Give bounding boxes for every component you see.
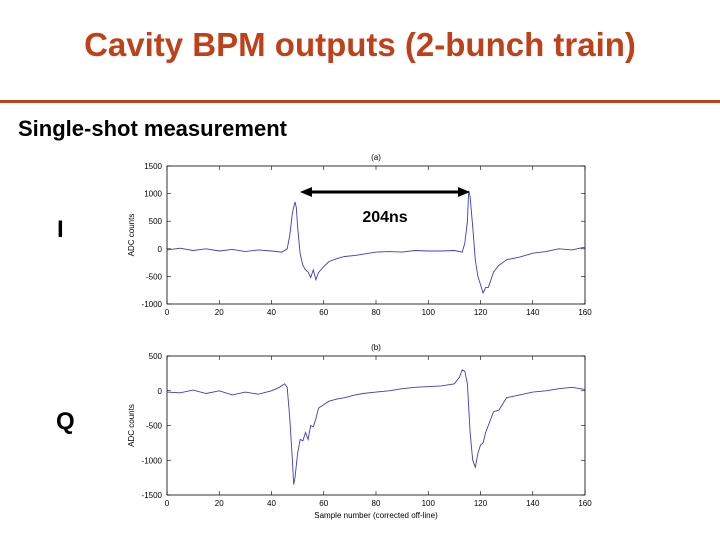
plot-frame-0 bbox=[166, 165, 586, 305]
y-tick-label-0: 1000 bbox=[144, 190, 162, 199]
series-line-1-0 bbox=[166, 369, 586, 485]
y-tick-label-0: -500 bbox=[146, 272, 163, 281]
x-tick-label-1: 0 bbox=[165, 499, 170, 508]
x-tick-label-1: 40 bbox=[267, 499, 276, 508]
x-tick-label-0: 140 bbox=[526, 308, 540, 317]
x-axis-label-1: Sample number (corrected off-line) bbox=[314, 511, 438, 520]
title-divider bbox=[0, 100, 720, 103]
x-tick-label-1: 160 bbox=[578, 499, 592, 508]
x-tick-label-1: 20 bbox=[215, 499, 224, 508]
x-tick-label-1: 80 bbox=[372, 499, 381, 508]
y-axis-label-1: ADC counts bbox=[127, 404, 136, 447]
slide-title: Cavity BPM outputs (2-bunch train) bbox=[84, 26, 636, 63]
interval-arrow-left-head bbox=[300, 187, 312, 197]
y-tick-label-1: 500 bbox=[149, 352, 163, 361]
interval-arrow-right-head bbox=[458, 187, 470, 197]
x-tick-label-1: 60 bbox=[319, 499, 328, 508]
x-tick-label-0: 0 bbox=[165, 308, 170, 317]
interval-annotation: 204ns bbox=[362, 209, 407, 226]
plot-frame-1 bbox=[166, 355, 586, 496]
y-tick-label-1: 0 bbox=[158, 387, 163, 396]
y-axis-label-0: ADC counts bbox=[127, 214, 136, 257]
x-tick-label-0: 160 bbox=[578, 308, 592, 317]
x-tick-label-0: 20 bbox=[215, 308, 224, 317]
series-line-0-0 bbox=[166, 190, 586, 295]
x-tick-label-1: 140 bbox=[526, 499, 540, 508]
x-tick-label-0: 120 bbox=[474, 308, 488, 317]
y-tick-label-1: -1000 bbox=[142, 456, 163, 465]
y-tick-label-0: 1500 bbox=[144, 162, 162, 171]
x-tick-label-0: 60 bbox=[319, 308, 328, 317]
y-tick-label-1: -500 bbox=[146, 422, 163, 431]
x-tick-label-0: 100 bbox=[422, 308, 436, 317]
slide-subtitle: Single-shot measurement bbox=[18, 116, 287, 141]
y-tick-label-0: -1000 bbox=[142, 300, 163, 309]
x-tick-label-0: 80 bbox=[372, 308, 381, 317]
y-tick-label-0: 0 bbox=[158, 245, 163, 254]
x-tick-label-0: 40 bbox=[267, 308, 276, 317]
label-q: Q bbox=[56, 408, 75, 435]
y-tick-label-1: -1500 bbox=[142, 491, 163, 500]
x-tick-label-1: 100 bbox=[422, 499, 436, 508]
panel-label-1: (b) bbox=[371, 343, 381, 352]
x-tick-label-1: 120 bbox=[474, 499, 488, 508]
label-i: I bbox=[57, 216, 64, 243]
panel-label-0: (a) bbox=[371, 153, 381, 162]
y-tick-label-0: 500 bbox=[149, 217, 163, 226]
